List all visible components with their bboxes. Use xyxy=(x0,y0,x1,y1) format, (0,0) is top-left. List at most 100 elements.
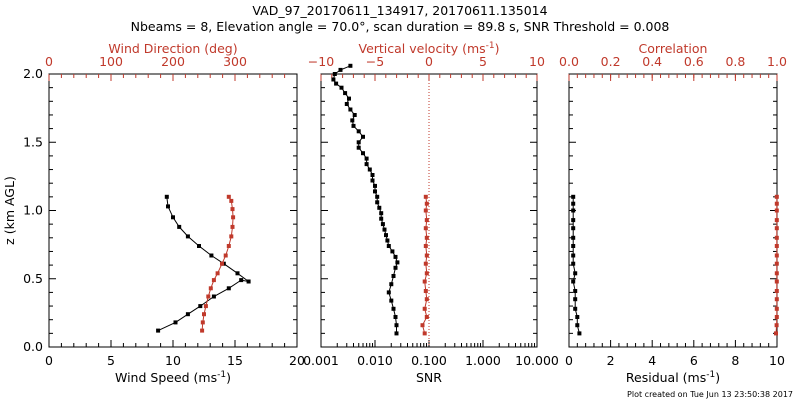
data-point xyxy=(389,282,394,287)
data-point xyxy=(573,306,578,311)
data-point xyxy=(774,279,779,284)
data-point xyxy=(361,134,365,139)
data-point xyxy=(774,306,779,311)
data-point xyxy=(571,194,576,199)
top-axis-tick-label: −5 xyxy=(366,54,384,69)
data-point xyxy=(226,194,231,199)
top-axis-tick-label: 100 xyxy=(99,54,123,69)
y-axis-tick-label: 1.0 xyxy=(23,203,43,218)
data-point xyxy=(424,235,429,240)
data-point xyxy=(575,315,580,319)
top-axis-tick-label: −10 xyxy=(308,54,334,69)
data-point xyxy=(220,261,224,266)
data-point xyxy=(382,227,387,232)
data-point xyxy=(379,211,384,216)
top-axis-tick-label: 5 xyxy=(479,54,487,69)
data-point xyxy=(424,315,429,319)
data-point xyxy=(423,208,428,213)
data-point xyxy=(173,320,178,325)
data-point xyxy=(379,216,384,221)
bottom-axis-tick-label: 5 xyxy=(107,353,115,368)
data-point xyxy=(185,312,190,317)
data-point xyxy=(235,271,240,276)
data-point xyxy=(774,194,779,199)
data-point xyxy=(370,173,375,177)
data-point xyxy=(200,328,205,333)
data-point xyxy=(226,286,231,291)
top-axis-tick-label: 300 xyxy=(223,54,247,69)
data-point xyxy=(571,208,576,213)
data-point xyxy=(377,205,382,210)
data-point xyxy=(774,271,779,276)
data-point xyxy=(364,156,369,161)
data-point xyxy=(367,167,372,172)
top-axis-tick-label: 0.8 xyxy=(725,54,745,69)
data-point xyxy=(203,304,208,309)
data-point xyxy=(206,294,211,299)
data-point xyxy=(386,290,391,295)
data-point xyxy=(774,253,779,258)
top-axis-tick-label: 1.0 xyxy=(767,54,787,69)
data-point xyxy=(356,129,361,134)
data-point xyxy=(577,331,582,336)
data-point xyxy=(390,249,395,254)
data-point xyxy=(226,244,231,248)
data-point xyxy=(338,67,343,72)
top-axis-tick-label: 0.0 xyxy=(559,54,579,69)
data-point xyxy=(422,331,427,336)
bottom-axis-tick-label: 4 xyxy=(648,353,656,368)
data-point xyxy=(573,297,578,302)
data-point xyxy=(424,253,429,258)
data-point xyxy=(246,279,251,284)
data-point xyxy=(422,306,427,311)
bottom-axis-tick-label: 15 xyxy=(227,353,243,368)
data-point xyxy=(229,198,234,203)
bottom-axis-label: Residual (ms-1) xyxy=(626,370,720,385)
data-point xyxy=(197,244,201,248)
panel-3-frame xyxy=(568,73,778,348)
data-point xyxy=(334,81,339,86)
bottom-axis-label: Wind Speed (ms-1) xyxy=(115,370,231,385)
bottom-axis-tick-label: 0.100 xyxy=(411,353,447,368)
bottom-axis-tick-label: 8 xyxy=(731,353,739,368)
data-point xyxy=(215,271,220,276)
data-point xyxy=(211,294,216,299)
data-point xyxy=(774,201,779,206)
data-point xyxy=(774,289,779,293)
data-point xyxy=(774,297,779,302)
top-axis-label: Wind Direction (deg) xyxy=(108,41,237,56)
y-axis-tick-label: 2.0 xyxy=(23,66,43,81)
data-point xyxy=(177,224,182,229)
data-point xyxy=(375,200,380,205)
figure-title-line2: Nbeams = 8, Elevation angle = 70.0°, sca… xyxy=(131,19,670,34)
data-point xyxy=(774,226,779,231)
bottom-axis-tick-label: 2 xyxy=(607,353,615,368)
top-axis-tick-label: 10 xyxy=(529,54,545,69)
top-axis-tick-label: 0 xyxy=(45,54,53,69)
data-point xyxy=(424,218,429,223)
data-point xyxy=(356,145,361,150)
data-point xyxy=(573,289,578,293)
data-point xyxy=(394,331,399,336)
data-point xyxy=(361,151,365,156)
data-point xyxy=(171,215,175,220)
data-point xyxy=(348,63,353,68)
data-point xyxy=(774,218,779,223)
y-axis-tick-label: 0.5 xyxy=(23,271,43,286)
data-point xyxy=(423,194,428,199)
data-point xyxy=(373,183,377,188)
data-point xyxy=(393,265,398,270)
data-point xyxy=(571,261,576,266)
data-point xyxy=(571,218,576,223)
figure-title-line1: VAD_97_20170611_134917, 20170611.135014 xyxy=(252,3,547,18)
data-point xyxy=(774,315,779,319)
bottom-axis-tick-label: 0.010 xyxy=(357,353,393,368)
data-point xyxy=(571,279,576,284)
data-point xyxy=(571,201,576,206)
bottom-axis-tick-label: 1.000 xyxy=(465,353,501,368)
data-point xyxy=(420,323,425,328)
top-axis-tick-label: 0 xyxy=(425,54,433,69)
data-point xyxy=(575,323,580,328)
data-point xyxy=(386,244,391,248)
